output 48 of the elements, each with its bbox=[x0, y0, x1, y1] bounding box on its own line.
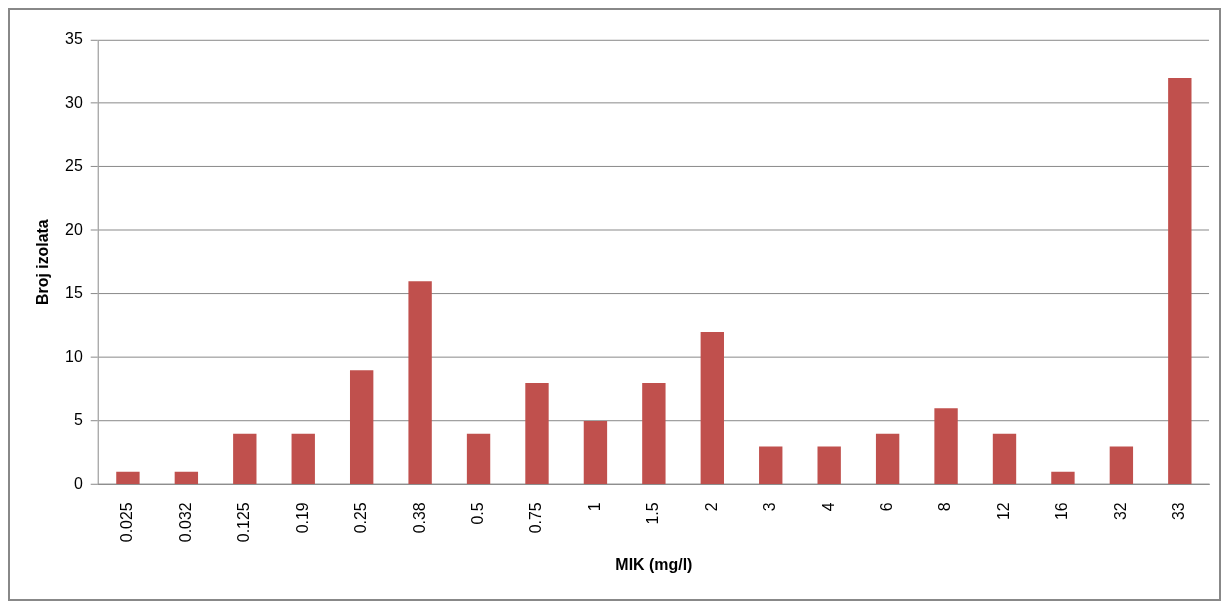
bar bbox=[116, 471, 140, 485]
bar bbox=[349, 370, 374, 485]
bar bbox=[700, 332, 724, 485]
x-axis-title: MIK (mg/l) bbox=[615, 556, 693, 573]
x-tick-label: 0.025 bbox=[118, 502, 136, 543]
y-tick-label: 30 bbox=[65, 93, 83, 111]
y-tick-label: 0 bbox=[73, 474, 83, 492]
y-tick-label: 25 bbox=[65, 157, 83, 175]
bar bbox=[174, 471, 199, 485]
bar bbox=[525, 382, 549, 485]
x-tick-label: 1 bbox=[585, 502, 603, 512]
x-tick-label: 16 bbox=[1053, 502, 1071, 521]
x-tick-label: 8 bbox=[936, 502, 954, 512]
bar bbox=[934, 408, 958, 485]
x-tick-label: 0.38 bbox=[410, 502, 428, 534]
x-tick-label: 0.19 bbox=[293, 502, 311, 534]
x-tick-label: 4 bbox=[819, 502, 837, 512]
x-tick-label: 0.5 bbox=[468, 502, 486, 525]
bar bbox=[408, 281, 432, 485]
y-axis-title: Broj izolata bbox=[33, 219, 51, 305]
bar bbox=[1051, 471, 1075, 485]
x-tick-label: 0.032 bbox=[176, 502, 194, 543]
y-tick-label: 10 bbox=[65, 347, 83, 365]
bar bbox=[1109, 446, 1134, 485]
x-tick-label: 33 bbox=[1170, 502, 1188, 521]
y-tick-label: 5 bbox=[73, 411, 83, 429]
x-tick-label: 0.25 bbox=[352, 502, 370, 534]
bar bbox=[642, 382, 666, 485]
bar bbox=[759, 446, 783, 485]
x-tick-label: 0.75 bbox=[527, 502, 545, 534]
bar bbox=[583, 421, 608, 485]
bar bbox=[466, 433, 491, 485]
bar bbox=[992, 433, 1017, 485]
x-tick-label: 1.5 bbox=[644, 502, 662, 525]
y-tick-label: 15 bbox=[65, 284, 83, 302]
x-tick-label: 12 bbox=[994, 502, 1012, 521]
x-tick-label: 6 bbox=[877, 502, 896, 512]
x-tick-label: 0.125 bbox=[235, 502, 253, 543]
bar bbox=[1168, 77, 1192, 485]
x-tick-label: 32 bbox=[1111, 502, 1129, 521]
bar bbox=[291, 433, 315, 485]
bar bbox=[875, 433, 900, 485]
x-tick-label: 3 bbox=[761, 502, 779, 512]
x-tick-label: 2 bbox=[702, 502, 720, 512]
y-tick-label: 35 bbox=[65, 30, 83, 48]
bar bbox=[817, 446, 841, 485]
y-tick-label: 20 bbox=[65, 220, 83, 238]
bar bbox=[233, 433, 257, 485]
